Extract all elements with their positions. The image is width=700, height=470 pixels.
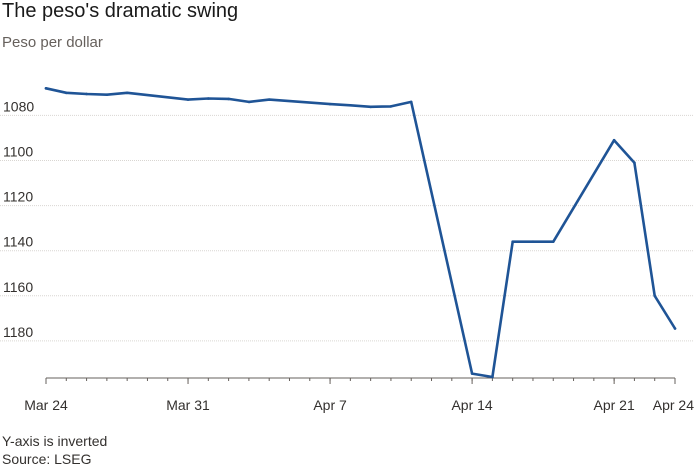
x-tick-label: Apr 14: [451, 397, 492, 413]
chart-subtitle: Peso per dollar: [2, 34, 103, 51]
data-point: [227, 97, 230, 101]
x-tick-label: Apr 21: [594, 397, 635, 413]
source-note: Source: LSEG: [2, 451, 92, 467]
data-point: [125, 91, 129, 95]
chart-title: The peso's dramatic swing: [2, 0, 239, 22]
data-point: [653, 294, 657, 298]
inverted-axis-note: Y-axis is inverted: [2, 433, 108, 449]
data-point: [369, 105, 372, 109]
data-point: [207, 97, 210, 100]
data-point: [85, 92, 88, 96]
footnote: Y-axis is inverted Source: LSEG: [2, 432, 107, 468]
y-tick-label: 1100: [3, 144, 33, 160]
data-point: [551, 240, 555, 243]
data-point: [511, 240, 514, 243]
data-point: [44, 87, 48, 90]
data-point: [531, 240, 535, 243]
data-point: [633, 161, 636, 165]
y-tick-label: 1180: [3, 324, 33, 340]
y-tick-label: 1160: [3, 279, 33, 295]
data-point: [64, 91, 68, 95]
y-tick-label: 1080: [3, 98, 34, 114]
data-point: [186, 98, 190, 101]
data-point: [328, 102, 332, 106]
data-point: [470, 372, 474, 375]
y-tick-label: 1120: [3, 189, 33, 205]
line-chart: 1080 1100 1120 1140 1160 1180 Mar 24 Mar 31 Apr …: [0, 87, 694, 413]
x-tick-label: Apr 7: [313, 397, 347, 413]
x-tick-label: Apr 24: [653, 397, 694, 413]
data-point: [389, 105, 393, 108]
series-line: [44, 87, 677, 379]
data-point: [105, 93, 109, 96]
data-point: [612, 138, 616, 142]
data-point: [267, 98, 271, 101]
y-tick-label: 1140: [3, 234, 33, 250]
data-point: [673, 327, 677, 330]
data-point: [247, 100, 251, 104]
data-point: [349, 103, 352, 107]
data-point: [409, 100, 413, 104]
x-tick-label: Mar 31: [166, 397, 210, 413]
x-tick-label: Mar 24: [24, 397, 68, 413]
data-point: [491, 375, 494, 379]
